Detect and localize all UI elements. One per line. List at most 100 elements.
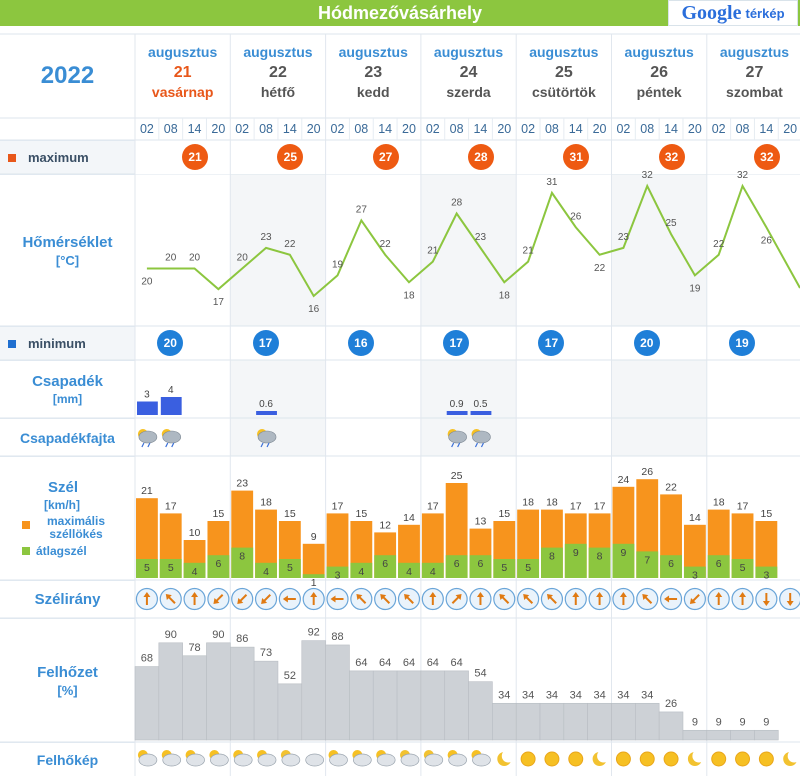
cloud-label: 34 [498,689,510,701]
wind-avg-label: 4 [192,566,198,578]
wind-gust-label: 24 [618,474,630,486]
wind-arrow-icon [762,593,770,606]
hour-cell: 02 [616,122,631,136]
raindrop-icon [457,442,461,448]
wind-avg-label: 8 [597,551,603,563]
wind-gust-bar [159,513,182,578]
max-temp-badge: 32 [658,144,685,170]
max-temp-badge: 27 [372,144,399,170]
cloud-bar [277,683,303,741]
wind-avg-label: 6 [716,558,722,570]
cloud-icon [281,753,301,767]
wind-gust-bar [326,513,349,578]
cloud-label: 68 [141,653,153,665]
temperature-label: 22 [284,239,296,250]
wind-label: Szél [48,479,79,496]
temperature-label: 23 [618,232,630,243]
wind-avg-label: 3 [335,570,341,582]
wind-arrow-icon [572,592,580,605]
wind-gust-bar [421,513,444,578]
max-label-cell: maximum [0,140,135,174]
cloud-label: 9 [716,716,722,728]
temperature-label: 19 [332,259,344,270]
wind-arrow-icon [715,592,723,605]
day-number: 26 [650,64,669,81]
wind-direction-icon [588,587,611,611]
wind-direction-icon [540,587,564,611]
wind-avg-bar [136,559,158,578]
day-header-24: augusztus 24 szerda [421,34,516,118]
moon-icon [592,752,607,766]
temperature-label: 19 [689,283,701,294]
cloud-icon [210,753,229,767]
wind-direction-icon [183,587,206,611]
cloud-label: 9 [692,716,698,728]
wind-avg-label: 1 [311,577,317,589]
wind-direction-icon [254,587,278,611]
wind-direction-icon [397,587,421,611]
cloud-bar [682,729,708,741]
precip-label: 0.9 [450,399,464,410]
day-shade [611,360,707,456]
day-name: péntek [636,84,682,100]
day-number: 27 [745,64,764,81]
max-label: maximum [28,150,89,165]
wind-direction-icon [445,587,468,611]
cloud-label: 90 [165,629,177,641]
day-month: augusztus [338,44,408,60]
raindrop-icon [480,442,484,448]
temperature-label: 20 [189,253,201,264]
hour-cell: 08 [735,122,750,136]
cloud-bar [730,729,755,741]
wind-gust-label: 15 [213,508,225,520]
wind-arrow-icon [523,594,534,604]
google-map-link[interactable]: Google térkép [668,0,798,26]
temp-unit: [°C] [55,252,80,268]
cloud-icon [138,753,158,767]
wind-gust-label: 17 [427,500,439,512]
wind-avg-label: 4 [406,566,412,578]
cloud-bar [468,681,493,741]
wind-gust-bar [541,509,563,578]
cloud-label: 9 [763,716,769,728]
wind-avg-bar [588,547,611,578]
precip-unit: [mm] [52,392,83,406]
moon-shadow [597,749,611,763]
min-temp-badge: 16 [347,330,374,356]
sun-icon [185,750,196,760]
wind-gust-bar [683,524,706,578]
min-legend-square [8,339,16,348]
cloud-bar [492,702,517,741]
wind-label-cell: Szél [km/h] maximális széllökés átlagszé… [0,456,135,580]
temperature-label: 22 [594,263,606,274]
precip-bar [256,411,277,415]
hour-cell: 08 [163,122,178,136]
temperature-label: 20 [237,253,249,264]
raindrop-icon [451,442,455,448]
cloud-bar [420,670,446,741]
wind-avg-bar [517,559,540,578]
temperature-label: 17 [213,297,225,308]
cloud-label: 34 [593,689,605,701]
day-header-23: augusztus 23 kedd [326,34,421,118]
wind-arrow-icon [546,594,557,604]
day-header-27: augusztus 27 szombat [707,34,800,118]
wind-avg-label: 6 [215,558,221,570]
wind-avg-label: 5 [525,562,531,574]
cloud-bar [134,666,160,741]
cloud-bar [611,702,636,741]
cloud-label: 64 [403,657,415,669]
day-header-21: augusztus 21 vasárnap [135,34,230,118]
wind-avg-label: 6 [382,558,388,570]
wind-arrow-icon [664,595,678,603]
wind-avg-label: 4 [358,566,364,578]
wind-gust-label: 25 [451,470,463,482]
day-month: augusztus [529,44,599,60]
hour-cell: 20 [306,122,321,136]
wind-gust-label: 18 [260,497,272,509]
day-shade [420,360,517,456]
cloud-bar [587,702,612,741]
wind-direction-icon [421,587,444,611]
wind-avg-bar [326,566,349,578]
wind-direction-icon [374,587,397,611]
